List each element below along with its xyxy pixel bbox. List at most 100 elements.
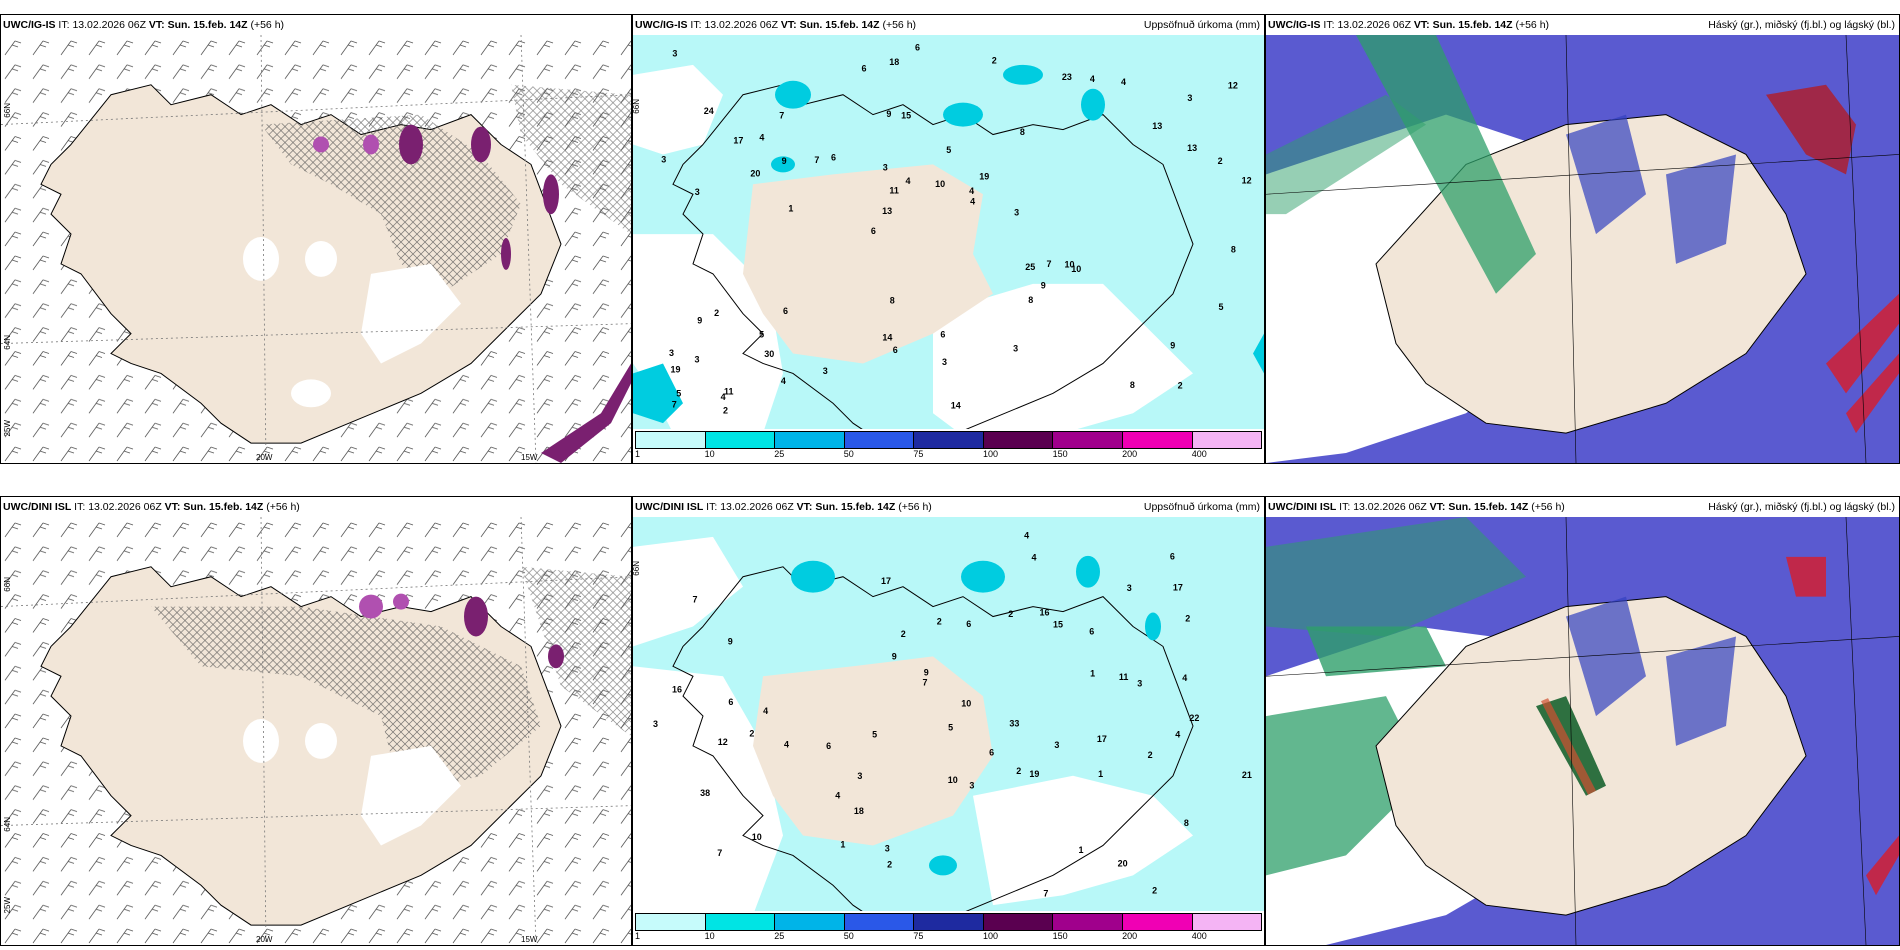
precip-value: 5	[1219, 302, 1224, 312]
panel-wind-dini: UWC/DINI ISL IT: 13.02.2026 06Z VT: Sun.…	[0, 496, 632, 946]
init-time: 13.02.2026 06Z	[72, 19, 146, 31]
precip-value: 3	[1054, 740, 1059, 750]
axis-label-lat64: 64N	[3, 335, 12, 350]
precip-value: 10	[935, 179, 945, 189]
colorbar-swatch	[1053, 432, 1123, 448]
precip-value: 4	[1121, 77, 1126, 87]
precip-value: 3	[1187, 93, 1192, 103]
precip-value: 14	[951, 401, 961, 411]
colorbar-label: 400	[1191, 449, 1207, 459]
precip-value: 7	[717, 848, 722, 858]
colorbar-swatch	[636, 914, 706, 930]
precip-value: 16	[672, 685, 682, 695]
field-description: Uppsöfnuð úrkoma (mm)	[1143, 19, 1260, 31]
axis-label-lat66: 66N	[632, 561, 641, 576]
precip-value: 2	[749, 728, 754, 738]
vt-label: VT:	[164, 501, 181, 513]
vt-label: VT:	[1429, 501, 1446, 513]
precip-value: 3	[942, 357, 947, 367]
precip-value: 21	[1242, 770, 1252, 780]
precip-value: 19	[979, 171, 989, 181]
colorbar-swatch	[983, 432, 1054, 448]
axis-label-lon25: 25W	[3, 897, 12, 914]
precip-value: 11	[889, 185, 899, 195]
precip-value: 20	[1118, 858, 1128, 868]
precip-value: 12	[1242, 175, 1252, 185]
map-wind	[1, 517, 631, 945]
precip-value: 1	[1098, 769, 1103, 779]
valid-time: Sun. 15.feb. 14Z	[799, 19, 880, 31]
precip-value: 6	[862, 64, 867, 74]
axis-label-lat66: 66N	[3, 577, 12, 592]
axis-label-lon15: 15W	[521, 453, 538, 462]
precip-value: 6	[893, 345, 898, 355]
colorbar-swatch	[705, 432, 776, 448]
colorbar-label: 25	[774, 931, 785, 941]
colorbar-swatch	[914, 914, 984, 930]
precip-value: 8	[1020, 127, 1025, 137]
wind-map-svg	[1, 35, 631, 463]
it-label: IT:	[74, 501, 86, 513]
precip-value: 1	[1079, 845, 1084, 855]
precip-value: 12	[718, 737, 728, 747]
colorbar-swatch	[1122, 914, 1193, 930]
init-time: 13.02.2026 06Z	[1353, 501, 1427, 513]
precip-value: 1	[840, 840, 845, 850]
precip-value: 7	[1047, 259, 1052, 269]
it-label: IT:	[58, 19, 70, 31]
colorbar-boxes	[635, 431, 1262, 449]
precip-value: 30	[764, 349, 774, 359]
field-description: Háský (gr.), miðský (fj.bl.) og lágský (…	[1708, 19, 1895, 31]
colorbar-swatch	[1122, 432, 1193, 448]
precip-value: 2	[1016, 766, 1021, 776]
it-label: IT:	[690, 19, 702, 31]
lead-time: (+56 h)	[1515, 19, 1550, 31]
precip-value: 24	[704, 106, 714, 116]
axis-label-lon25: 25W	[3, 420, 12, 437]
precip-value: 13	[1187, 143, 1197, 153]
panel-clouds-igis: UWC/IG-IS IT: 13.02.2026 06Z VT: Sun. 15…	[1265, 14, 1900, 464]
colorbar-labels: 1 10 25 50 75 100 150 200 400	[635, 449, 1262, 461]
precip-map-svg: 2336811952619301519102418122513131411723…	[633, 35, 1264, 463]
lead-time: (+56 h)	[898, 501, 932, 513]
precip-value: 4	[763, 706, 768, 716]
precip-value: 10	[1071, 264, 1081, 274]
colorbar-label: 150	[1052, 931, 1068, 941]
colorbar-label: 100	[982, 931, 999, 941]
precip-value: 19	[1029, 769, 1039, 779]
precip-value: 25	[1025, 262, 1035, 272]
precip-value: 3	[1014, 207, 1019, 217]
precip-value: 9	[1041, 281, 1046, 291]
precip-value: 6	[940, 330, 945, 340]
precip-value: 4	[759, 133, 764, 143]
precip-value: 20	[750, 168, 760, 178]
precip-value: 4	[781, 376, 786, 386]
lead-time: (+56 h)	[266, 501, 300, 513]
precip-value: 3	[695, 187, 700, 197]
panel-wind-igis: UWC/IG-IS IT: 13.02.2026 06Z VT: Sun. 15…	[0, 14, 632, 464]
colorbar-swatch	[636, 432, 706, 448]
precip-value: 15	[1053, 619, 1063, 629]
precip-value: 3	[669, 348, 674, 358]
colorbar-swatch	[775, 432, 845, 448]
precip-value: 33	[1009, 719, 1019, 729]
precip-value: 4	[906, 176, 911, 186]
precip-value: 3	[857, 771, 862, 781]
model-name: UWC/DINI ISL	[635, 501, 704, 513]
wind-map-svg	[1, 517, 631, 945]
colorbar-label: 400	[1191, 931, 1207, 941]
precip-value: 4	[835, 791, 840, 801]
init-time: 13.02.2026 06Z	[88, 501, 162, 513]
colorbar-labels: 1 10 25 50 75 100 150 200 400	[635, 931, 1262, 943]
colorbar-label: 150	[1052, 449, 1068, 459]
precip-value: 7	[1043, 889, 1048, 899]
precip-value: 17	[733, 136, 743, 146]
precip-value: 12	[1228, 80, 1238, 90]
valid-time: Sun. 15.feb. 14Z	[1448, 501, 1529, 513]
precip-value: 8	[1184, 818, 1189, 828]
precip-value: 2	[1185, 613, 1190, 623]
colorbar-label: 50	[843, 449, 854, 459]
precip-value: 3	[695, 355, 700, 365]
it-label: IT:	[1339, 501, 1351, 513]
